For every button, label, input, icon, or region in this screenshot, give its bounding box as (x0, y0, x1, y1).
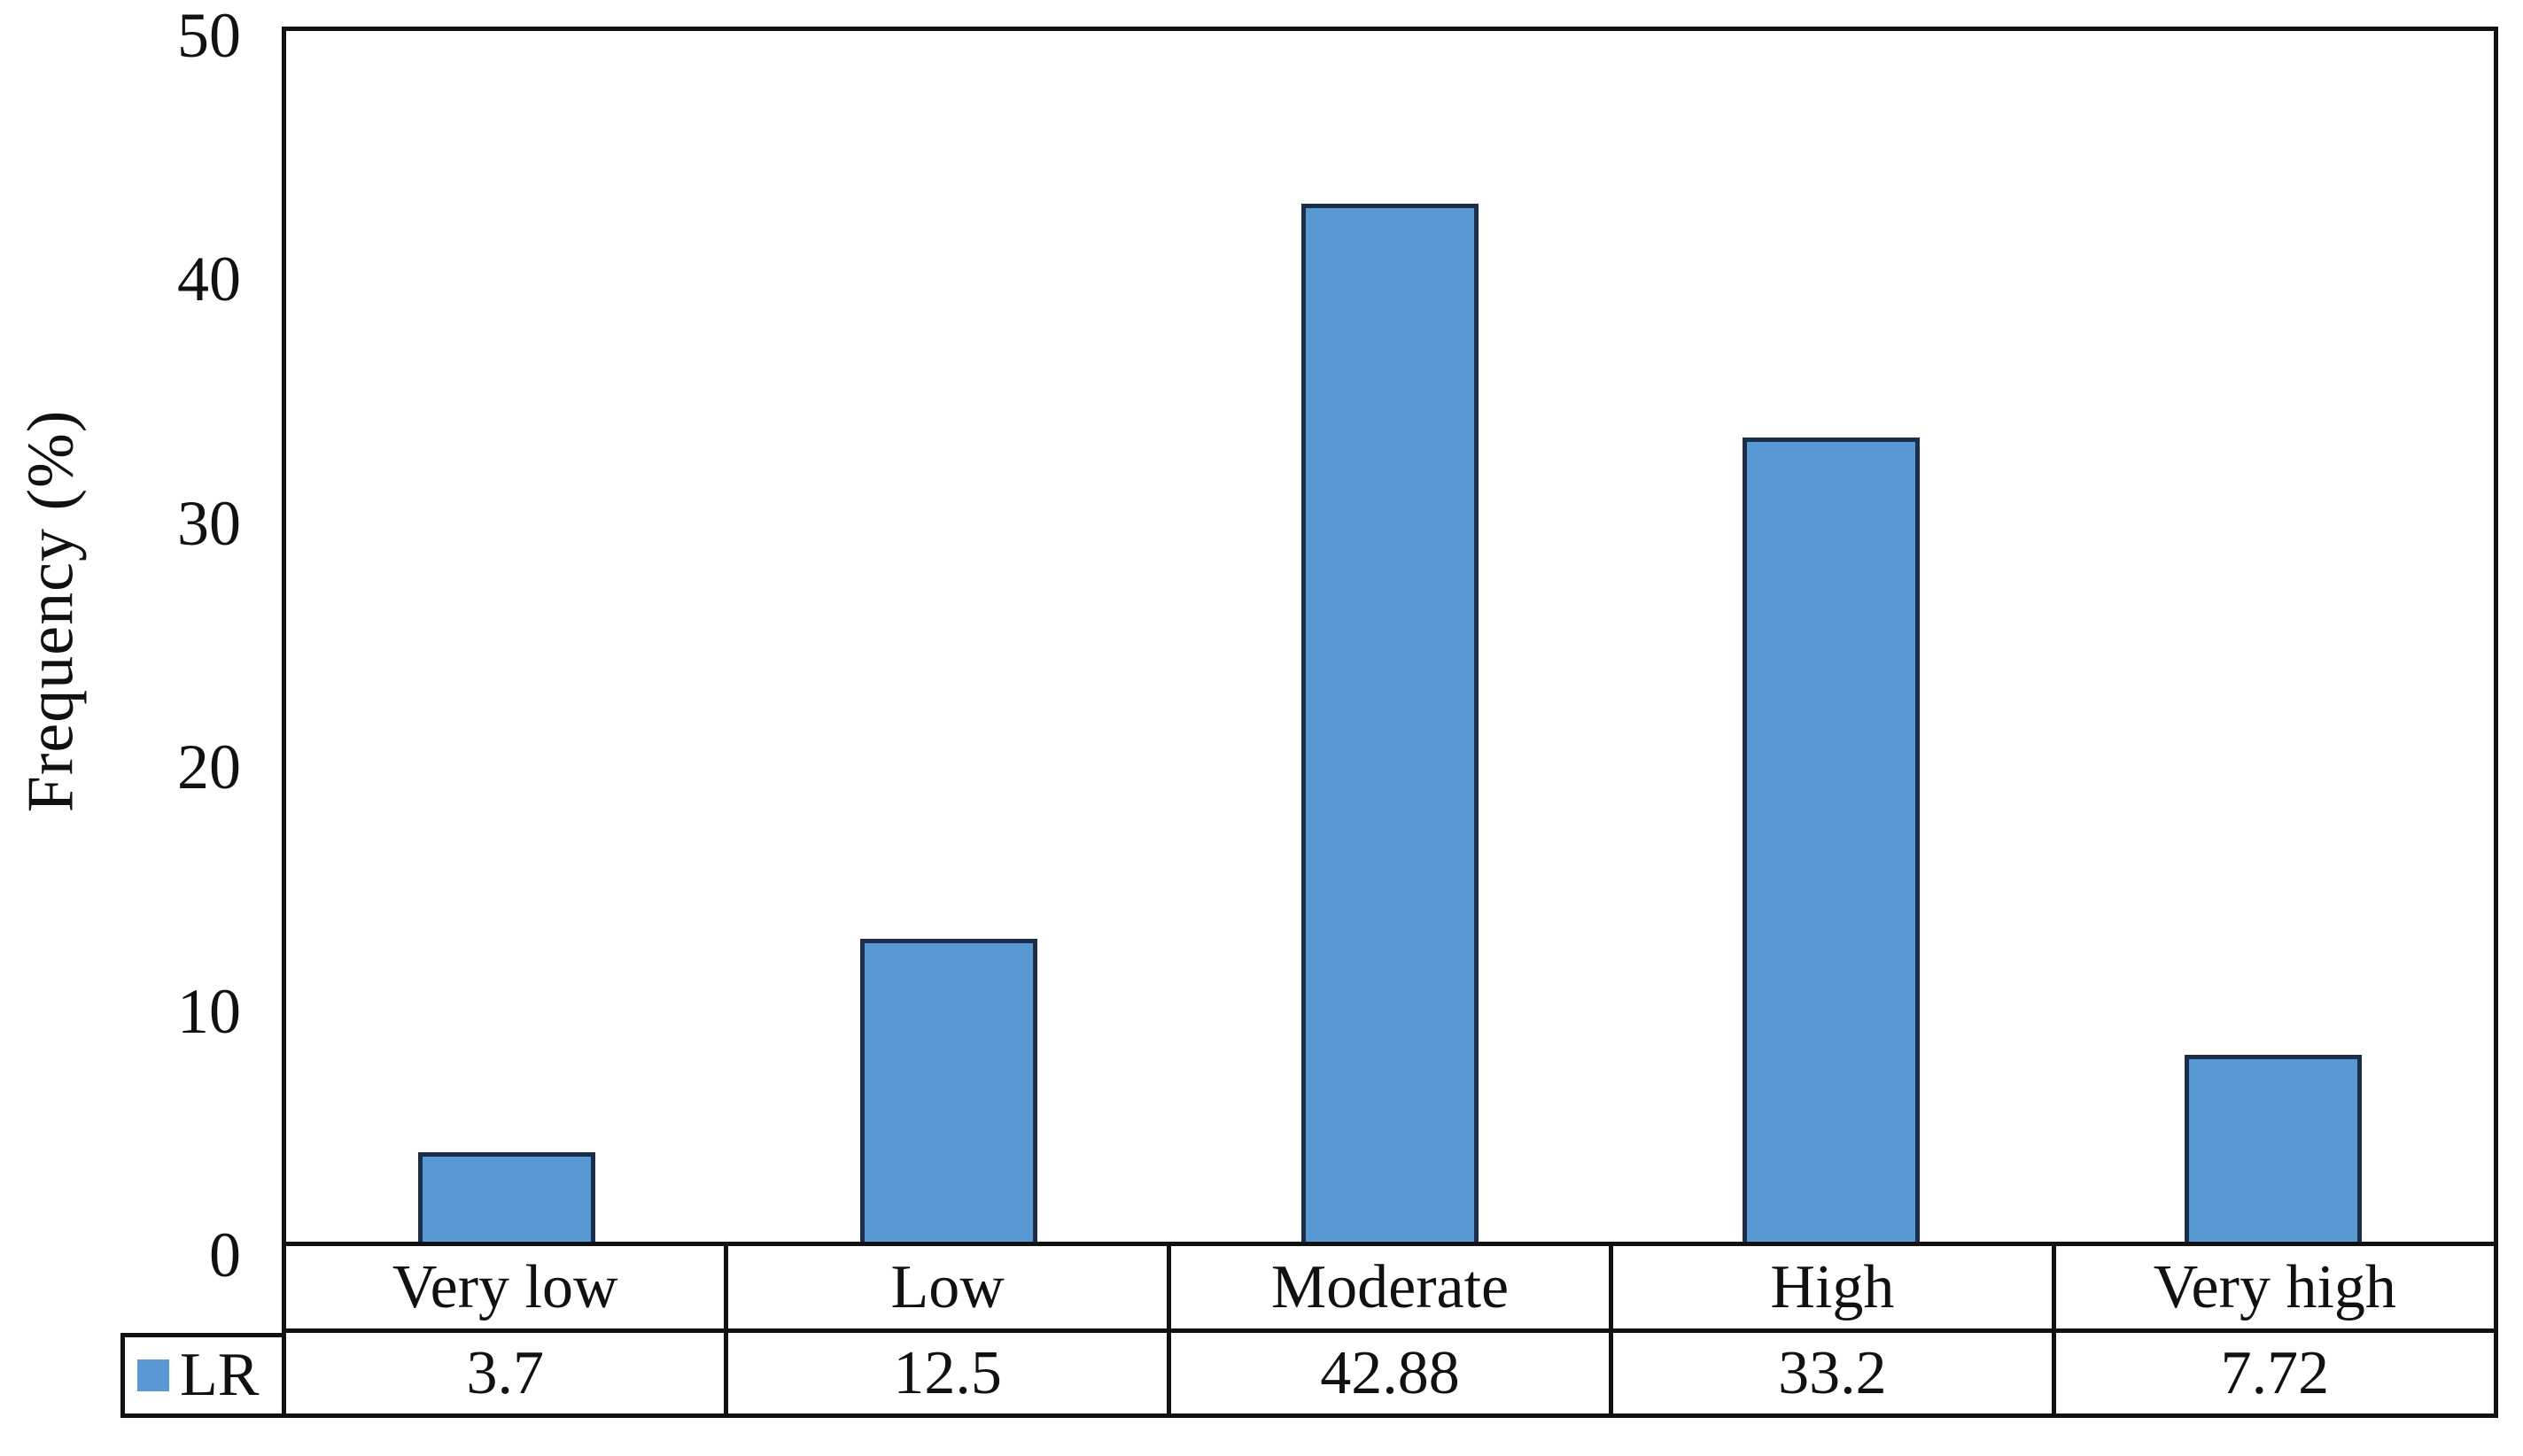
legend-series-label: LR (180, 1341, 260, 1409)
category-cell: Moderate (1166, 1246, 1610, 1333)
legend-color-swatch-icon (137, 1359, 169, 1391)
y-tick-label: 0 (209, 1220, 241, 1290)
value-cell: 7.72 (2051, 1333, 2499, 1418)
category-cell: Low (724, 1246, 1167, 1333)
value-cell: 12.5 (724, 1333, 1167, 1418)
y-tick-label: 50 (177, 0, 241, 71)
value-cell: 33.2 (1609, 1333, 2052, 1418)
value-cell: 42.88 (1166, 1333, 1610, 1418)
category-cell: Very low (282, 1246, 725, 1333)
y-tick-label: 30 (177, 487, 241, 559)
y-tick-label: 10 (177, 975, 241, 1047)
category-cell: High (1609, 1246, 2052, 1333)
plot-area (282, 27, 2498, 1246)
bar-moderate (1301, 203, 1479, 1242)
bar-high (1743, 438, 1921, 1242)
legend-cell: LR (120, 1333, 282, 1418)
bars-container (286, 31, 2494, 1242)
bar-low (859, 939, 1037, 1242)
data-table-value-row: 3.7 12.5 42.88 33.2 7.72 (282, 1333, 2499, 1418)
y-tick-label: 20 (177, 732, 241, 803)
bar-very-low (418, 1151, 596, 1242)
value-cell: 3.7 (282, 1333, 725, 1418)
bar-very-high (2184, 1054, 2362, 1242)
category-cell: Very high (2051, 1246, 2499, 1333)
y-tick-label: 40 (177, 244, 241, 315)
category-header-row: Very low Low Moderate High Very high (282, 1246, 2499, 1333)
